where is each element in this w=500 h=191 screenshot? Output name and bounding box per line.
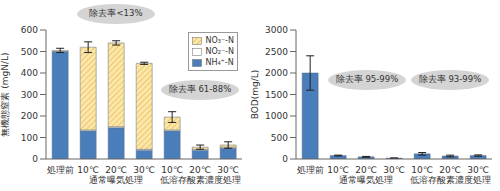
html-text:通常曝気処理: 通常曝気処理 [339,175,393,185]
svg-text:10℃: 10℃ [327,165,349,175]
svg-text:1000: 1000 [265,111,288,121]
svg-text:500: 500 [21,47,38,57]
svg-text:200: 200 [21,111,38,121]
svg-text:30℃: 30℃ [217,165,239,175]
svg-text:1500: 1500 [265,90,288,100]
svg-text:30℃: 30℃ [383,165,405,175]
svg-text:30℃: 30℃ [467,165,489,175]
svg-text:処理前: 処理前 [297,165,324,175]
svg-text:30℃: 30℃ [133,165,155,175]
svg-text:10℃: 10℃ [161,165,183,175]
html-text:除去率 95-99%: 除去率 95-99% [335,74,399,84]
svg-text:20℃: 20℃ [105,165,127,175]
svg-text:20℃: 20℃ [355,165,377,175]
html-text:低溶存酸素濃度処理: 低溶存酸素濃度処理 [409,175,491,185]
html-text:除去率<13%: 除去率<13% [89,8,143,18]
html-text:NH₄⁺-N: NH₄⁺-N [205,58,234,67]
html-text:除去率 61-88%: 除去率 61-88% [168,84,232,94]
html-text:通常曝気処理: 通常曝気処理 [89,175,143,185]
svg-text:500: 500 [271,133,288,143]
html-text:NO₃⁻-N: NO₃⁻-N [205,36,234,45]
svg-text:100: 100 [21,133,38,143]
svg-text:0: 0 [32,154,38,164]
html-text:除去率 93-99%: 除去率 93-99% [418,74,482,84]
svg-text:400: 400 [21,68,38,78]
html-text:NO₂⁻-N: NO₂⁻-N [205,47,234,56]
svg-text:20℃: 20℃ [189,165,211,175]
svg-text:3000: 3000 [265,25,288,35]
svg-text:2500: 2500 [265,47,288,57]
svg-text:20℃: 20℃ [439,165,461,175]
svg-text:無機態窒素 (mgN/L): 無機態窒素 (mgN/L) [8,52,10,136]
svg-text:300: 300 [21,90,38,100]
svg-text:10℃: 10℃ [77,165,99,175]
svg-text:2000: 2000 [265,68,288,78]
svg-text:BOD(mg/L): BOD(mg/L) [250,70,260,120]
html-text:低溶存酸素濃度処理: 低溶存酸素濃度処理 [159,175,241,185]
svg-text:0: 0 [282,154,288,164]
svg-text:処理前: 処理前 [47,165,74,175]
svg-text:600: 600 [21,25,38,35]
svg-text:10℃: 10℃ [411,165,433,175]
